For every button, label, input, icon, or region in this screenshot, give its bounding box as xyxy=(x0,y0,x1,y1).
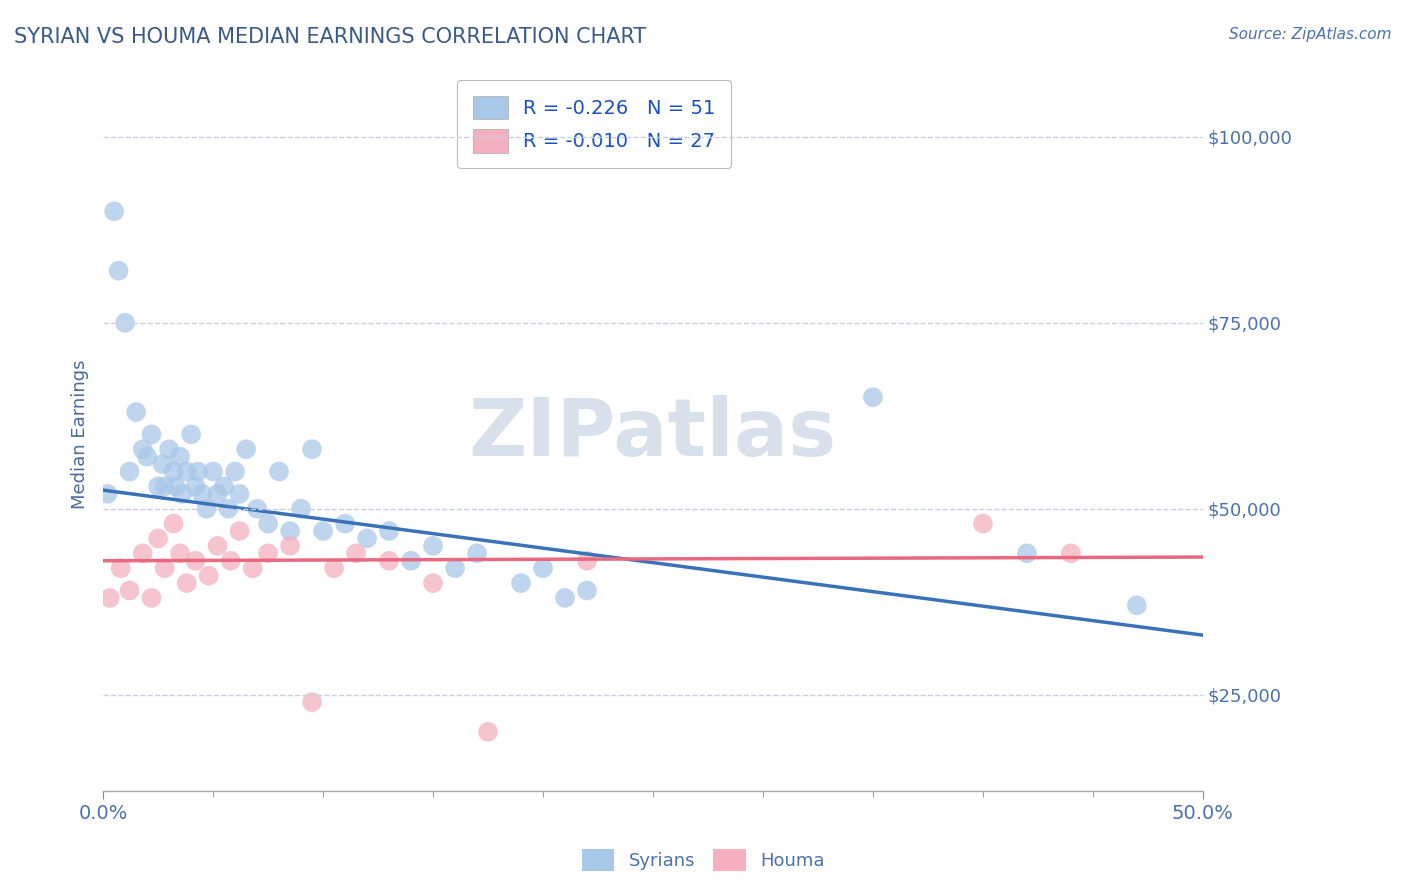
Point xyxy=(98,591,121,605)
Point xyxy=(184,479,207,493)
Text: ZIPatlas: ZIPatlas xyxy=(468,395,837,474)
Point xyxy=(152,457,174,471)
Text: Source: ZipAtlas.com: Source: ZipAtlas.com xyxy=(1229,27,1392,42)
Point xyxy=(290,501,312,516)
Point xyxy=(132,442,155,457)
Point xyxy=(207,539,229,553)
Point xyxy=(146,479,169,493)
Point xyxy=(531,561,554,575)
Point xyxy=(141,427,163,442)
Point xyxy=(242,561,264,575)
Point xyxy=(125,405,148,419)
Point xyxy=(235,442,257,457)
Point xyxy=(312,524,335,538)
Point xyxy=(146,532,169,546)
Point xyxy=(176,465,198,479)
Point xyxy=(136,450,159,464)
Point xyxy=(444,561,467,575)
Point xyxy=(219,554,242,568)
Point xyxy=(165,479,187,493)
Point xyxy=(257,546,280,560)
Point xyxy=(1126,599,1149,613)
Point xyxy=(118,583,141,598)
Point xyxy=(107,264,129,278)
Text: SYRIAN VS HOUMA MEDIAN EARNINGS CORRELATION CHART: SYRIAN VS HOUMA MEDIAN EARNINGS CORRELAT… xyxy=(14,27,647,46)
Point xyxy=(972,516,994,531)
Point xyxy=(1060,546,1083,560)
Point xyxy=(422,539,444,553)
Point xyxy=(422,576,444,591)
Point xyxy=(180,427,202,442)
Point xyxy=(103,204,125,219)
Point xyxy=(114,316,136,330)
Point xyxy=(141,591,163,605)
Point xyxy=(110,561,132,575)
Point xyxy=(207,487,229,501)
Legend: R = -0.226   N = 51, R = -0.010   N = 27: R = -0.226 N = 51, R = -0.010 N = 27 xyxy=(457,80,731,169)
Legend: Syrians, Houma: Syrians, Houma xyxy=(574,842,832,879)
Point xyxy=(169,450,191,464)
Point xyxy=(356,532,378,546)
Point xyxy=(169,546,191,560)
Point xyxy=(278,539,301,553)
Point xyxy=(132,546,155,560)
Point xyxy=(267,465,290,479)
Point xyxy=(1015,546,1038,560)
Point xyxy=(153,479,176,493)
Point xyxy=(378,554,401,568)
Point xyxy=(510,576,533,591)
Point xyxy=(96,487,118,501)
Point xyxy=(301,695,323,709)
Point xyxy=(228,524,250,538)
Point xyxy=(228,487,250,501)
Point xyxy=(184,554,207,568)
Point xyxy=(477,724,499,739)
Point xyxy=(554,591,576,605)
Point xyxy=(172,487,194,501)
Point xyxy=(212,479,235,493)
Point xyxy=(575,554,598,568)
Point xyxy=(862,390,884,404)
Point xyxy=(246,501,269,516)
Point xyxy=(191,487,214,501)
Point xyxy=(218,501,240,516)
Point xyxy=(195,501,218,516)
Point xyxy=(187,465,209,479)
Point xyxy=(162,516,184,531)
Point xyxy=(176,576,198,591)
Point xyxy=(224,465,246,479)
Point xyxy=(378,524,401,538)
Point xyxy=(575,583,598,598)
Point xyxy=(399,554,422,568)
Point xyxy=(157,442,180,457)
Point xyxy=(278,524,301,538)
Point xyxy=(162,465,184,479)
Point xyxy=(323,561,346,575)
Point xyxy=(465,546,488,560)
Y-axis label: Median Earnings: Median Earnings xyxy=(72,359,89,509)
Point xyxy=(202,465,225,479)
Point xyxy=(301,442,323,457)
Point xyxy=(257,516,280,531)
Point xyxy=(197,568,219,582)
Point xyxy=(118,465,141,479)
Point xyxy=(153,561,176,575)
Point xyxy=(333,516,356,531)
Point xyxy=(344,546,367,560)
